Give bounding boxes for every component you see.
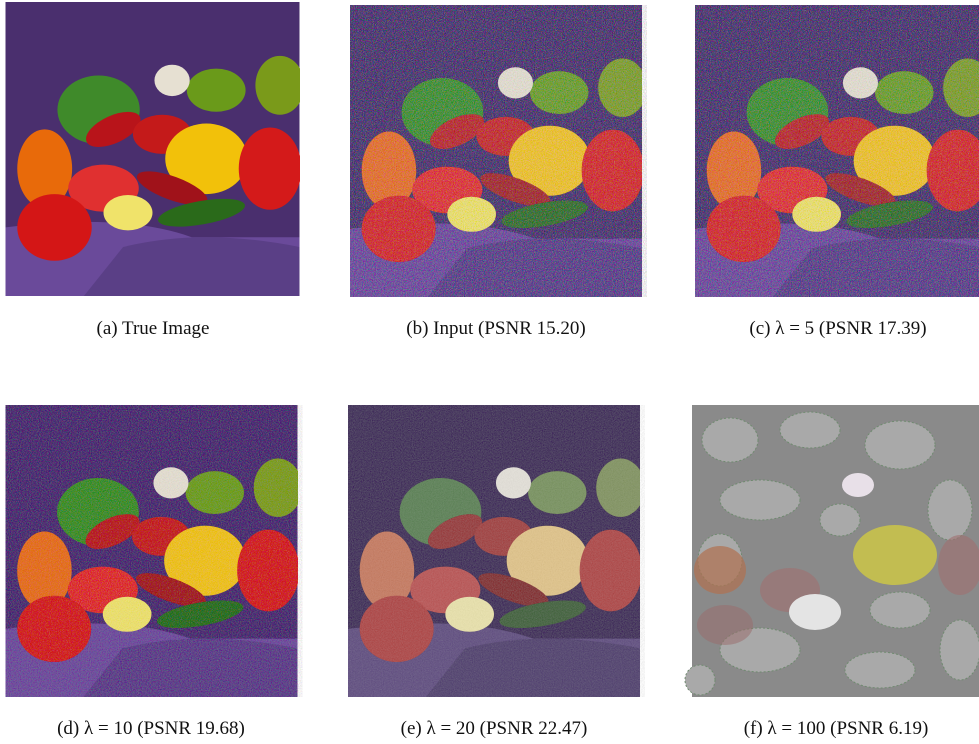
caption: (e) λ = 20 (PSNR 22.47) <box>401 718 588 739</box>
caption: (b) Input (PSNR 15.20) <box>406 318 585 339</box>
figure: (a) True Image (b) Input (PSNR 15.20) (c… <box>0 0 979 744</box>
image-e <box>348 405 645 697</box>
figure-page: {"panels": [ {"caption": "(a) True Image… <box>0 0 979 744</box>
caption: (d) λ = 10 (PSNR 19.68) <box>57 718 245 739</box>
image-c <box>695 5 979 297</box>
image-d <box>6 405 303 697</box>
image-a <box>6 2 305 296</box>
caption: (a) True Image <box>97 318 210 339</box>
caption: (c) λ = 5 (PSNR 17.39) <box>749 318 926 339</box>
image-b <box>350 5 647 297</box>
image-f <box>685 405 979 697</box>
caption: (f) λ = 100 (PSNR 6.19) <box>744 718 929 739</box>
